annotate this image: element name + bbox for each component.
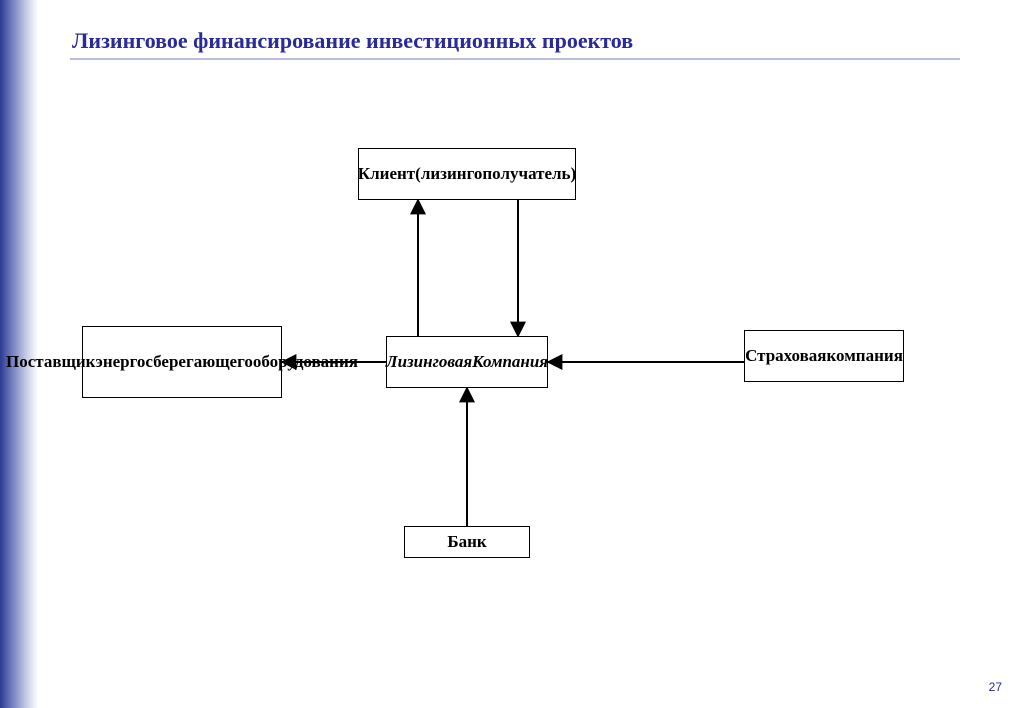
node-supplier-label: Поставщик xyxy=(6,351,95,372)
node-client: Клиент(лизингополучатель) xyxy=(358,148,576,200)
diagram-canvas: Клиент(лизингополучатель) Поставщикэнерго… xyxy=(0,0,1024,708)
node-bank: Банк xyxy=(404,526,530,558)
node-supplier: Поставщикэнергосберегающегооборудования xyxy=(82,326,282,398)
node-insurer-label: Страховая xyxy=(745,345,826,366)
node-insurer: Страховаякомпания xyxy=(744,330,904,382)
node-supplier-label: энергосберегающего xyxy=(95,351,252,372)
node-leasing-label: Компания xyxy=(472,351,548,372)
node-bank-label: Банк xyxy=(447,531,486,552)
page-number: 27 xyxy=(989,680,1002,694)
node-client-label: Клиент xyxy=(358,163,415,184)
node-supplier-label: оборудования xyxy=(253,351,358,372)
node-client-label: (лизингополучатель) xyxy=(415,163,576,184)
node-insurer-label: компания xyxy=(826,345,902,366)
node-leasing-label: Лизинговая xyxy=(386,351,472,372)
node-leasing: ЛизинговаяКомпания xyxy=(386,336,548,388)
